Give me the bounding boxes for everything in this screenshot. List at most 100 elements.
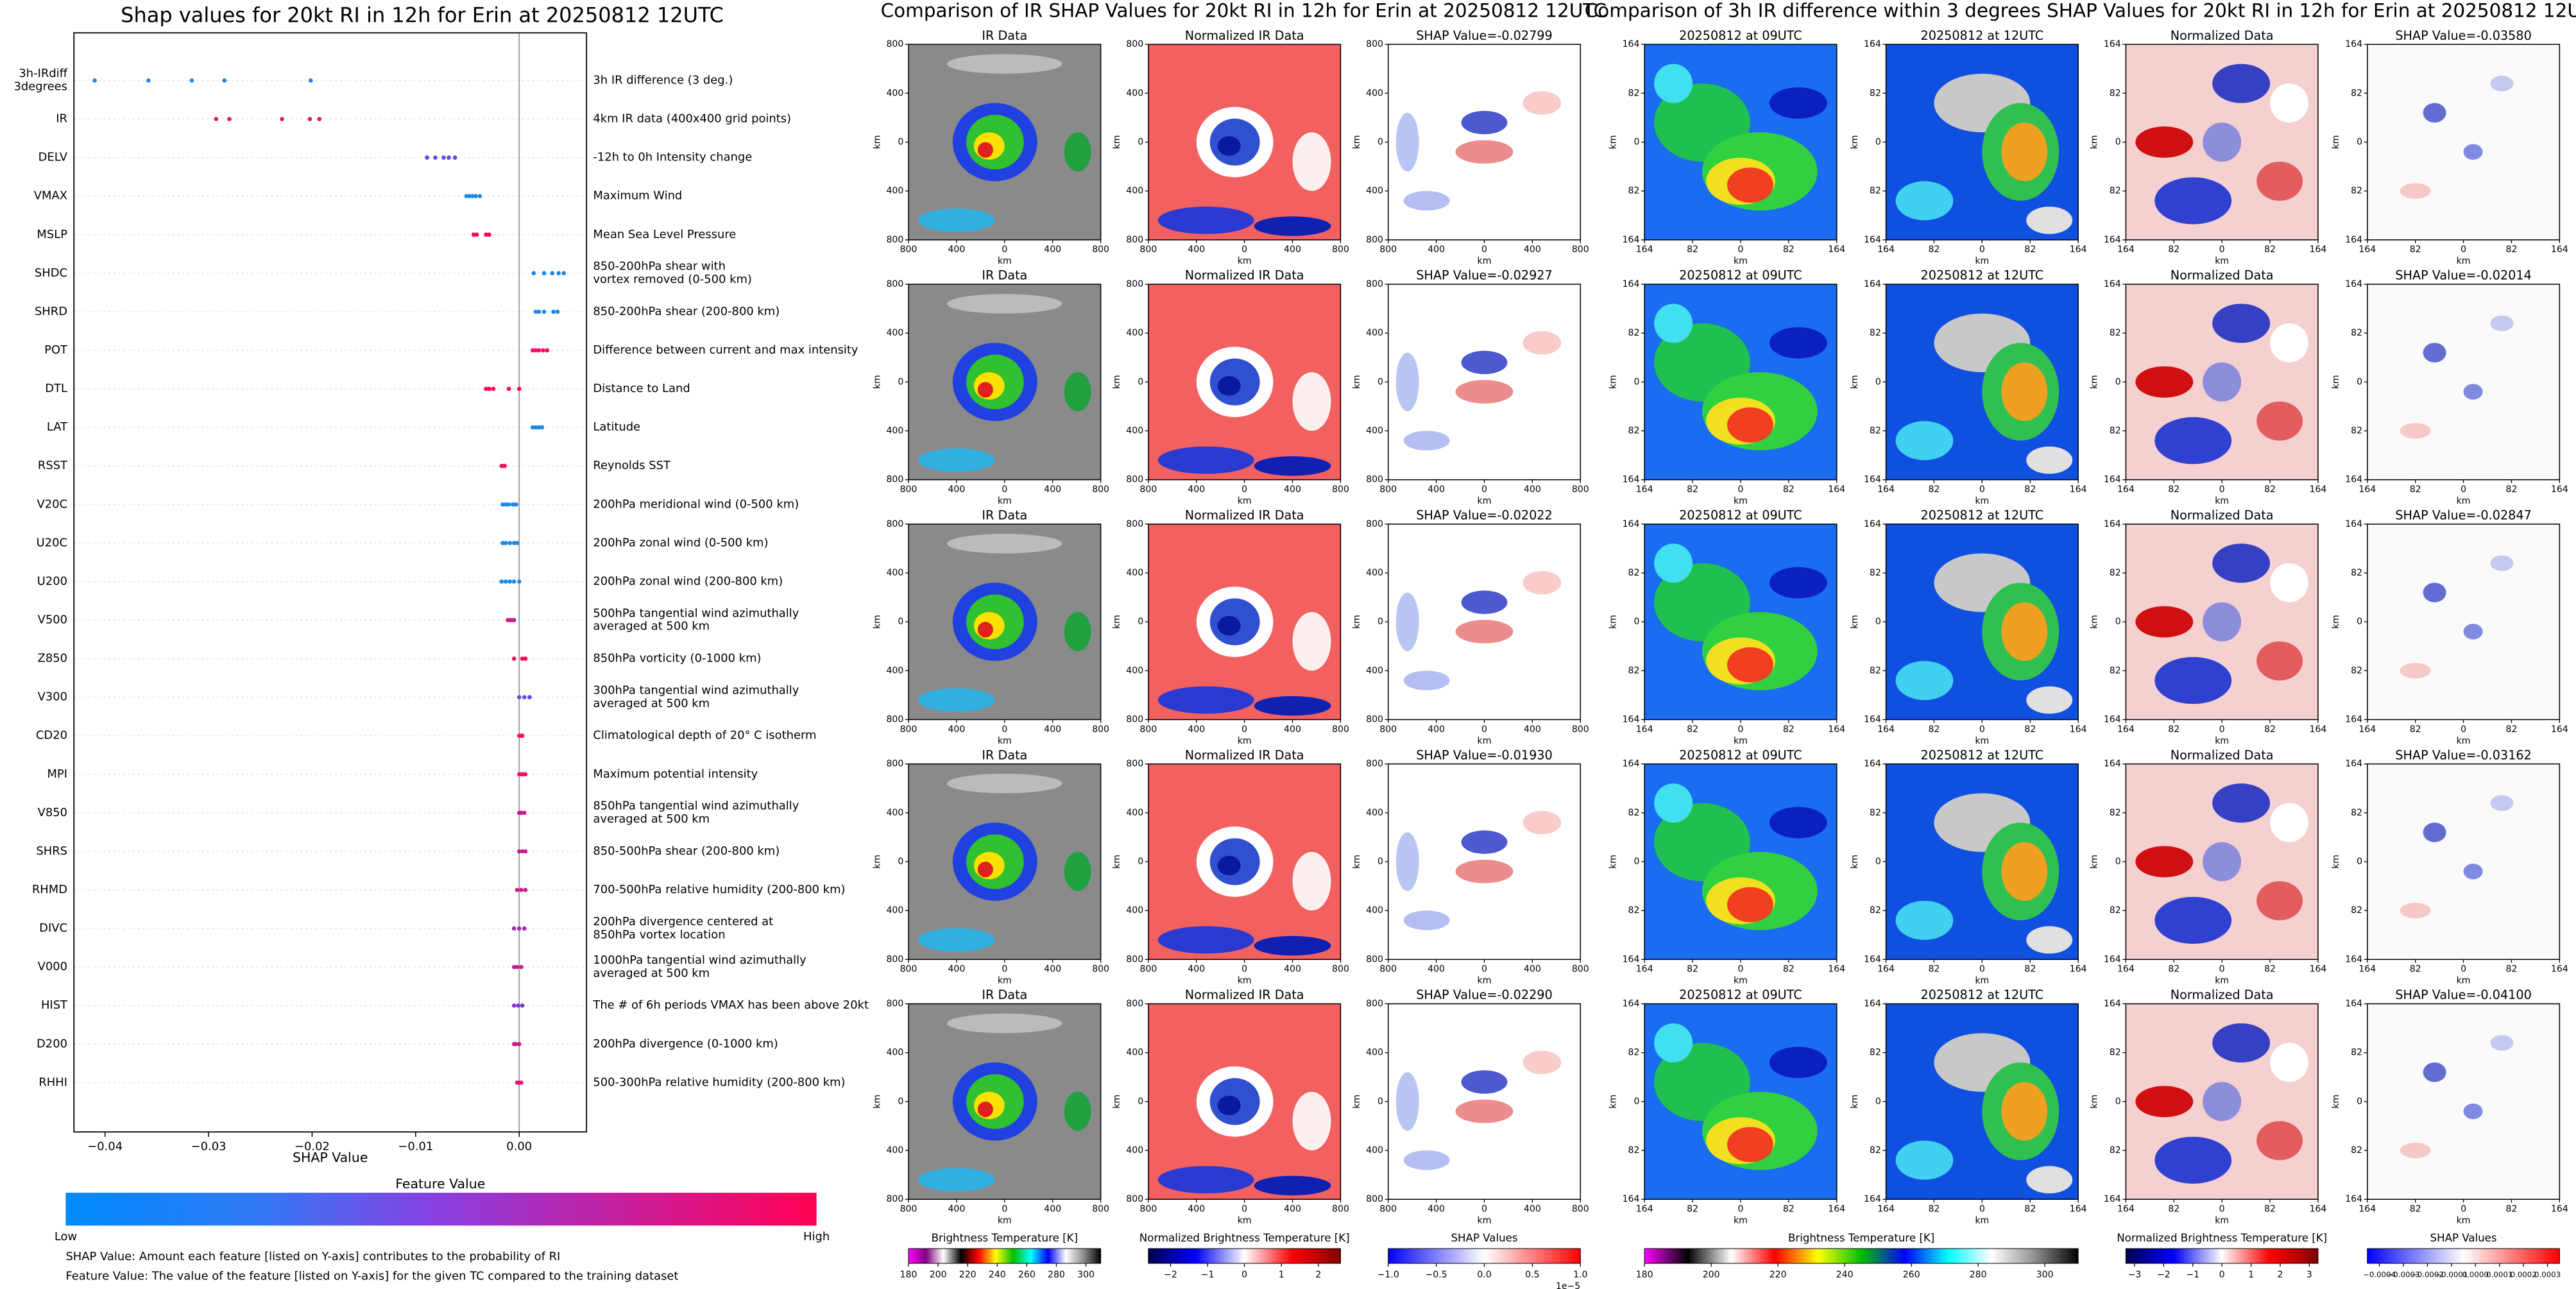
image-feature <box>1461 830 1508 854</box>
point <box>519 887 524 892</box>
y-tick-label-line: V500 <box>38 613 67 627</box>
point <box>307 117 312 121</box>
colorbar-tick-label: 1 <box>1279 1270 1284 1280</box>
x-tick-label: 82 <box>1928 484 1940 495</box>
y-tick-label: 3h-IRdiff 3degrees <box>14 67 68 93</box>
image-feature <box>1292 132 1331 191</box>
point <box>511 964 516 969</box>
y-tick-label: 82 <box>1628 905 1640 916</box>
y-axis-label: km <box>1850 615 1860 629</box>
x-tick-label: 164 <box>1636 724 1653 735</box>
y-tick-label: 82 <box>1870 186 1881 196</box>
feature-description: 200hPa divergence (0-1000 km) <box>593 1037 778 1050</box>
x-tick-label: 164 <box>1877 484 1895 495</box>
y-tick-label: 0 <box>1138 617 1143 627</box>
image-feature <box>2490 1035 2514 1051</box>
image-feature <box>2423 103 2446 123</box>
x-tick-label: 164 <box>2358 1204 2376 1215</box>
x-tick-label: 0 <box>1241 244 1247 255</box>
x-tick-label: 164 <box>1877 244 1895 255</box>
x-tick-label: 82 <box>2264 964 2276 975</box>
point <box>516 1003 520 1008</box>
feature-description: Climatological depth of 20° C isotherm <box>593 729 816 742</box>
y-tick-label-line: CD20 <box>36 729 67 742</box>
colorbar-tick-label: 220 <box>959 1270 977 1280</box>
x-tick-label: 400 <box>1524 244 1541 255</box>
point <box>433 155 438 160</box>
y-tick-label: 164 <box>1623 475 1640 485</box>
feature-description: -12h to 0h Intensity change <box>593 151 752 164</box>
y-axis-label: km <box>1112 375 1122 389</box>
point <box>520 733 525 738</box>
x-tick-label: −0.01 <box>398 1140 433 1153</box>
y-tick-label: 0 <box>1378 377 1383 387</box>
panel-title: SHAP Value=-0.01930 <box>1416 747 1552 762</box>
note: Feature Value: The value of the feature … <box>65 1270 678 1283</box>
point <box>516 926 522 931</box>
y-tick-label: 400 <box>886 426 903 436</box>
y-axis-label: km <box>1608 375 1618 389</box>
y-tick-label: 400 <box>886 665 903 676</box>
x-tick-label: 0 <box>1737 724 1743 735</box>
x-axis-label: km <box>1975 976 1989 986</box>
x-tick-label: 82 <box>1783 724 1795 735</box>
x-axis-label: km <box>2457 736 2471 746</box>
y-tick-label: 0 <box>2357 137 2362 147</box>
y-tick-label: 800 <box>1366 715 1383 725</box>
y-tick-label: MPI <box>47 767 67 781</box>
y-tick-label-line: D200 <box>37 1037 67 1050</box>
feature-description: Latitude <box>593 420 640 434</box>
x-axis-label: km <box>1478 496 1492 506</box>
y-tick-label: 0 <box>2357 1097 2362 1107</box>
x-axis-label: km <box>2215 976 2229 986</box>
y-axis-label: km <box>2090 855 2100 869</box>
point <box>500 502 505 507</box>
x-tick-label: 164 <box>1636 1204 1653 1215</box>
image-feature <box>2154 417 2232 465</box>
y-tick-label: 164 <box>2345 954 2362 964</box>
colorbar <box>1148 1248 1341 1264</box>
y-tick-label: 400 <box>886 568 903 578</box>
image-feature <box>917 688 995 712</box>
image-feature <box>1292 372 1331 431</box>
y-tick-label: 0 <box>898 857 903 867</box>
x-tick-label: 82 <box>2024 484 2036 495</box>
y-tick-label: 164 <box>2104 759 2121 769</box>
point <box>511 618 516 622</box>
image-feature <box>2154 896 2232 944</box>
image-feature <box>1523 91 1562 115</box>
x-tick-label: 164 <box>2117 724 2135 735</box>
point <box>470 194 475 199</box>
y-tick-label: 0 <box>2115 617 2121 627</box>
y-tick-label: 82 <box>1628 665 1640 676</box>
point <box>514 502 518 507</box>
point <box>515 964 520 969</box>
image-feature <box>1403 670 1450 690</box>
x-tick-label: 0 <box>1979 724 1985 735</box>
point <box>522 926 527 931</box>
colorbar-label: SHAP Values <box>1451 1232 1517 1244</box>
image-feature <box>2026 207 2073 234</box>
image-feature <box>1455 859 1514 884</box>
x-tick-label: 164 <box>2358 244 2376 255</box>
y-tick-label: 82 <box>1628 808 1640 818</box>
image-feature <box>1157 1166 1254 1194</box>
x-axis-label: km <box>2457 976 2471 986</box>
image-feature <box>1254 1175 1331 1196</box>
feature-description-line: 200hPa divergence (0-1000 km) <box>593 1037 778 1050</box>
point <box>508 541 513 545</box>
y-axis-label: km <box>1352 1095 1362 1109</box>
image-feature <box>1769 567 1827 599</box>
x-tick-label: 82 <box>1928 724 1940 735</box>
y-tick-label: 164 <box>2104 954 2121 964</box>
x-tick-label: 164 <box>2070 484 2087 495</box>
panel-title: Normalized IR Data <box>1185 987 1304 1002</box>
feature-description-line: Climatological depth of 20° C isotherm <box>593 729 816 742</box>
image-feature <box>1769 327 1827 359</box>
x-tick-label: 82 <box>1687 964 1698 975</box>
x-tick-label: 800 <box>900 964 917 975</box>
y-tick-label: VMAX <box>34 189 67 203</box>
point <box>515 887 520 892</box>
image-feature <box>1461 110 1508 135</box>
panel-title: Normalized IR Data <box>1185 747 1304 762</box>
